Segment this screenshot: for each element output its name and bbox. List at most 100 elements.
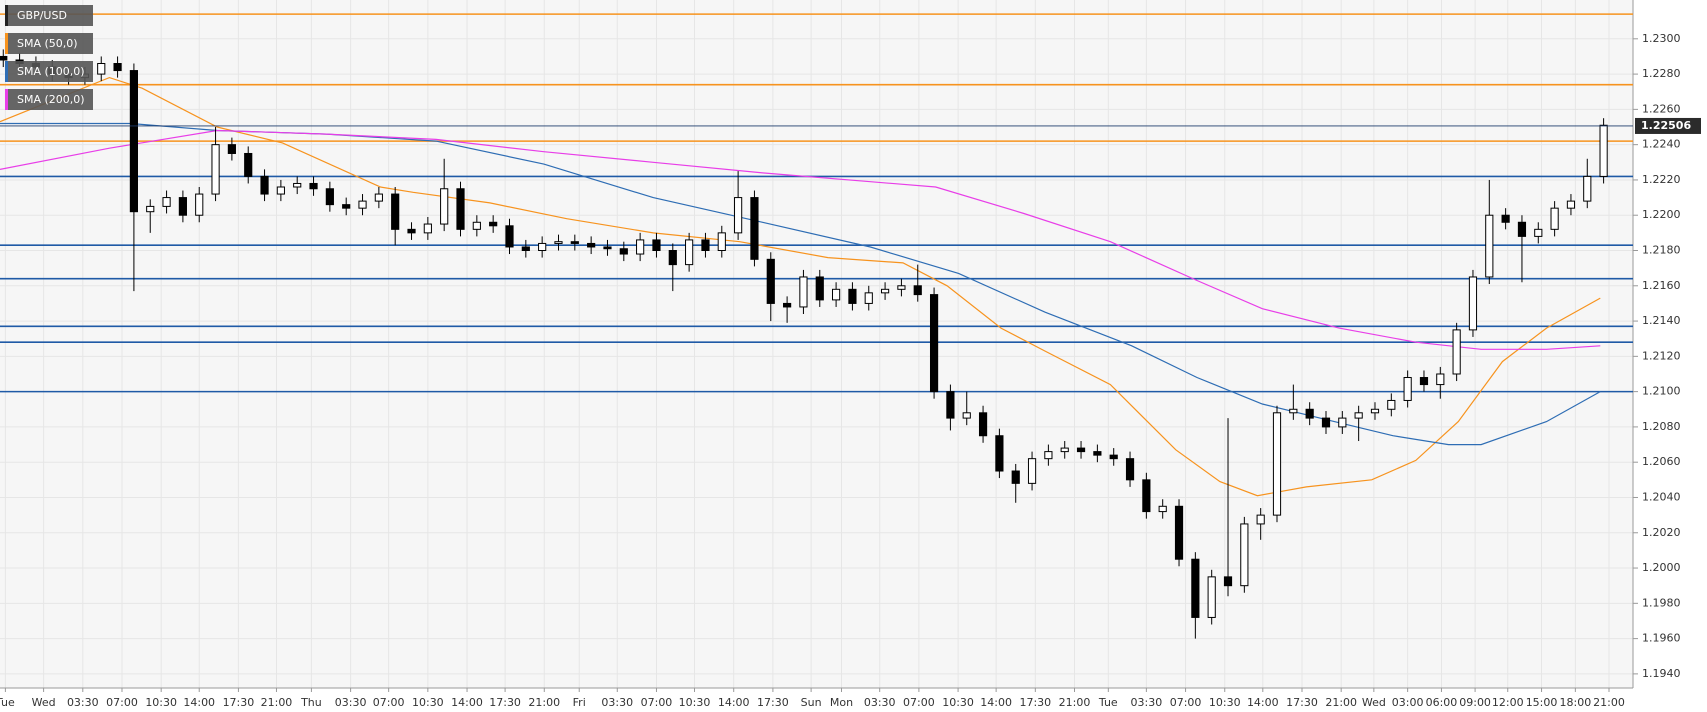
candle-body xyxy=(97,63,106,75)
legend-swatch xyxy=(5,33,8,54)
candle-body xyxy=(1191,558,1200,618)
x-tick-label: 21:00 xyxy=(1059,696,1091,709)
candle-body xyxy=(734,197,743,234)
x-tick-label: 06:00 xyxy=(1426,696,1458,709)
candle-body xyxy=(946,391,955,419)
candle-body xyxy=(358,200,367,209)
candle-body xyxy=(505,225,514,248)
candle-body xyxy=(1076,447,1086,453)
candle-body xyxy=(227,144,236,154)
x-tick-label: 07:00 xyxy=(903,696,935,709)
candle-body xyxy=(1501,214,1510,223)
legend-swatch xyxy=(5,89,8,110)
x-tick-label: Wed xyxy=(1362,696,1386,709)
candle-body xyxy=(113,63,122,72)
candle-body xyxy=(766,258,775,304)
legend-swatch xyxy=(5,5,8,26)
y-tick-label: 1.1980 xyxy=(1642,596,1681,609)
y-tick-label: 1.2140 xyxy=(1642,314,1681,327)
candle-body xyxy=(1125,458,1135,481)
legend-swatch xyxy=(5,61,8,82)
candle-body xyxy=(521,246,530,252)
candle-body xyxy=(1468,276,1478,331)
candle-body xyxy=(554,241,563,244)
candle-body xyxy=(1517,221,1527,237)
candle-body xyxy=(1436,373,1445,386)
candle-body xyxy=(864,292,873,304)
y-tick-label: 1.2240 xyxy=(1642,138,1681,151)
candle-body xyxy=(0,55,8,61)
x-tick-label: 07:00 xyxy=(1170,696,1202,709)
y-tick-label: 1.2200 xyxy=(1642,208,1681,221)
y-tick-label: 1.2120 xyxy=(1642,349,1681,362)
legend-label: SMA (100,0) xyxy=(17,65,85,78)
x-tick-label: 10:30 xyxy=(942,696,974,709)
candle-body xyxy=(685,239,694,266)
candle-body xyxy=(178,197,187,216)
x-tick-label: 03:30 xyxy=(601,696,633,709)
candle-body xyxy=(1452,329,1461,375)
x-tick-label: 03:30 xyxy=(335,696,367,709)
legend-label: SMA (50,0) xyxy=(17,37,78,50)
candle-body xyxy=(472,221,481,230)
candle-body xyxy=(538,242,547,252)
candle-body xyxy=(995,435,1004,472)
x-tick-label: 14:00 xyxy=(1247,696,1279,709)
candle-body xyxy=(1354,412,1363,419)
legend-box xyxy=(5,89,93,110)
x-tick-label: 07:00 xyxy=(641,696,673,709)
last-price-box xyxy=(1635,117,1701,134)
x-tick-label: 17:30 xyxy=(223,696,255,709)
x-tick-label: 14:00 xyxy=(980,696,1012,709)
candle-body xyxy=(391,193,400,230)
y-tick-label: 1.2260 xyxy=(1642,102,1681,115)
candle-body xyxy=(1027,458,1037,484)
legend-label: GBP/USD xyxy=(17,9,67,22)
x-tick-label: 21:00 xyxy=(261,696,293,709)
x-tick-label: 10:30 xyxy=(1209,696,1241,709)
x-tick-label: 14:00 xyxy=(183,696,215,709)
candle-body xyxy=(374,193,383,202)
candle-body xyxy=(325,188,334,206)
candle-body xyxy=(440,188,449,225)
candle-body xyxy=(1419,377,1429,386)
plot-background xyxy=(0,0,1633,688)
x-tick-label: 17:30 xyxy=(1286,696,1318,709)
y-tick-label: 1.2060 xyxy=(1642,455,1681,468)
candle-body xyxy=(1534,228,1543,237)
x-tick-label: 21:00 xyxy=(528,696,560,709)
candle-body xyxy=(342,204,351,209)
x-tick-label: 14:00 xyxy=(451,696,483,709)
y-tick-label: 1.2300 xyxy=(1642,32,1681,45)
y-tick-label: 1.1960 xyxy=(1642,632,1681,645)
x-tick-label: Sun xyxy=(801,696,822,709)
candle-body xyxy=(587,242,596,248)
candle-body xyxy=(1403,377,1412,401)
x-tick-label: 14:00 xyxy=(718,696,750,709)
last-price-label: 1.22506 xyxy=(1641,119,1691,132)
candle-body xyxy=(832,288,841,301)
x-tick-label: Fri xyxy=(573,696,586,709)
x-tick-label: 09:00 xyxy=(1459,696,1491,709)
x-tick-label: 03:30 xyxy=(864,696,896,709)
candle-body xyxy=(1044,451,1053,460)
candle-body xyxy=(293,182,302,188)
y-tick-label: 1.2040 xyxy=(1642,490,1681,503)
candle-body xyxy=(211,144,220,195)
candle-body xyxy=(1550,207,1559,230)
candle-body xyxy=(799,276,808,308)
candle-body xyxy=(978,412,988,437)
candle-body xyxy=(1158,505,1167,513)
x-tick-label: 12:00 xyxy=(1492,696,1524,709)
x-tick-label: 17:30 xyxy=(757,696,789,709)
x-tick-label: 10:30 xyxy=(145,696,177,709)
candle-body xyxy=(1338,417,1347,428)
candle-body xyxy=(897,285,906,290)
candle-body xyxy=(1207,576,1216,618)
candle-body xyxy=(1240,523,1249,587)
candle-body xyxy=(929,294,939,393)
candle-body xyxy=(1272,412,1282,516)
candle-body xyxy=(1370,408,1380,414)
y-tick-label: 1.2160 xyxy=(1642,279,1681,292)
